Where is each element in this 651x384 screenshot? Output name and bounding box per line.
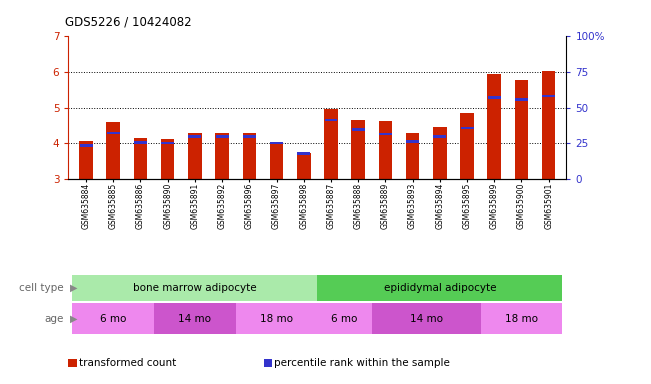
Bar [107, 122, 120, 179]
Bar [434, 136, 447, 138]
Text: cell type: cell type [19, 283, 64, 293]
Text: 18 mo: 18 mo [505, 314, 538, 324]
Bar [215, 133, 229, 179]
Text: GDS5226 / 10424082: GDS5226 / 10424082 [65, 16, 192, 29]
Bar [79, 144, 92, 147]
Text: transformed count: transformed count [79, 358, 176, 368]
Bar [460, 127, 473, 129]
Bar [133, 138, 147, 179]
Text: bone marrow adipocyte: bone marrow adipocyte [133, 283, 256, 293]
Bar [352, 128, 365, 131]
Bar [270, 142, 283, 179]
Bar [297, 153, 311, 179]
Bar [488, 96, 501, 99]
Bar [188, 136, 201, 138]
Bar [161, 139, 174, 179]
Bar [406, 140, 419, 142]
Bar [324, 119, 337, 121]
Bar [107, 132, 120, 134]
Text: age: age [44, 314, 64, 324]
Bar [433, 127, 447, 179]
Bar [542, 95, 555, 98]
Bar [406, 133, 419, 179]
Bar [79, 141, 93, 179]
Bar [460, 113, 474, 179]
Text: 6 mo: 6 mo [100, 314, 126, 324]
Bar [215, 136, 229, 138]
Text: epididymal adipocyte: epididymal adipocyte [383, 283, 496, 293]
Bar [515, 98, 528, 101]
Bar [379, 133, 392, 136]
Bar [515, 80, 528, 179]
Bar [161, 142, 174, 144]
Bar [243, 136, 256, 138]
Bar [379, 121, 392, 179]
Bar [352, 120, 365, 179]
Text: 18 mo: 18 mo [260, 314, 293, 324]
Text: ▶: ▶ [70, 314, 78, 324]
Bar [324, 109, 338, 179]
Bar [134, 141, 147, 144]
Text: 14 mo: 14 mo [178, 314, 212, 324]
Text: ▶: ▶ [70, 283, 78, 293]
Bar [188, 133, 202, 179]
Bar [542, 71, 555, 179]
Bar [488, 74, 501, 179]
Bar [298, 152, 311, 155]
Bar [243, 133, 256, 179]
Text: 6 mo: 6 mo [331, 314, 358, 324]
Text: 14 mo: 14 mo [409, 314, 443, 324]
Text: percentile rank within the sample: percentile rank within the sample [274, 358, 450, 368]
Bar [270, 142, 283, 144]
